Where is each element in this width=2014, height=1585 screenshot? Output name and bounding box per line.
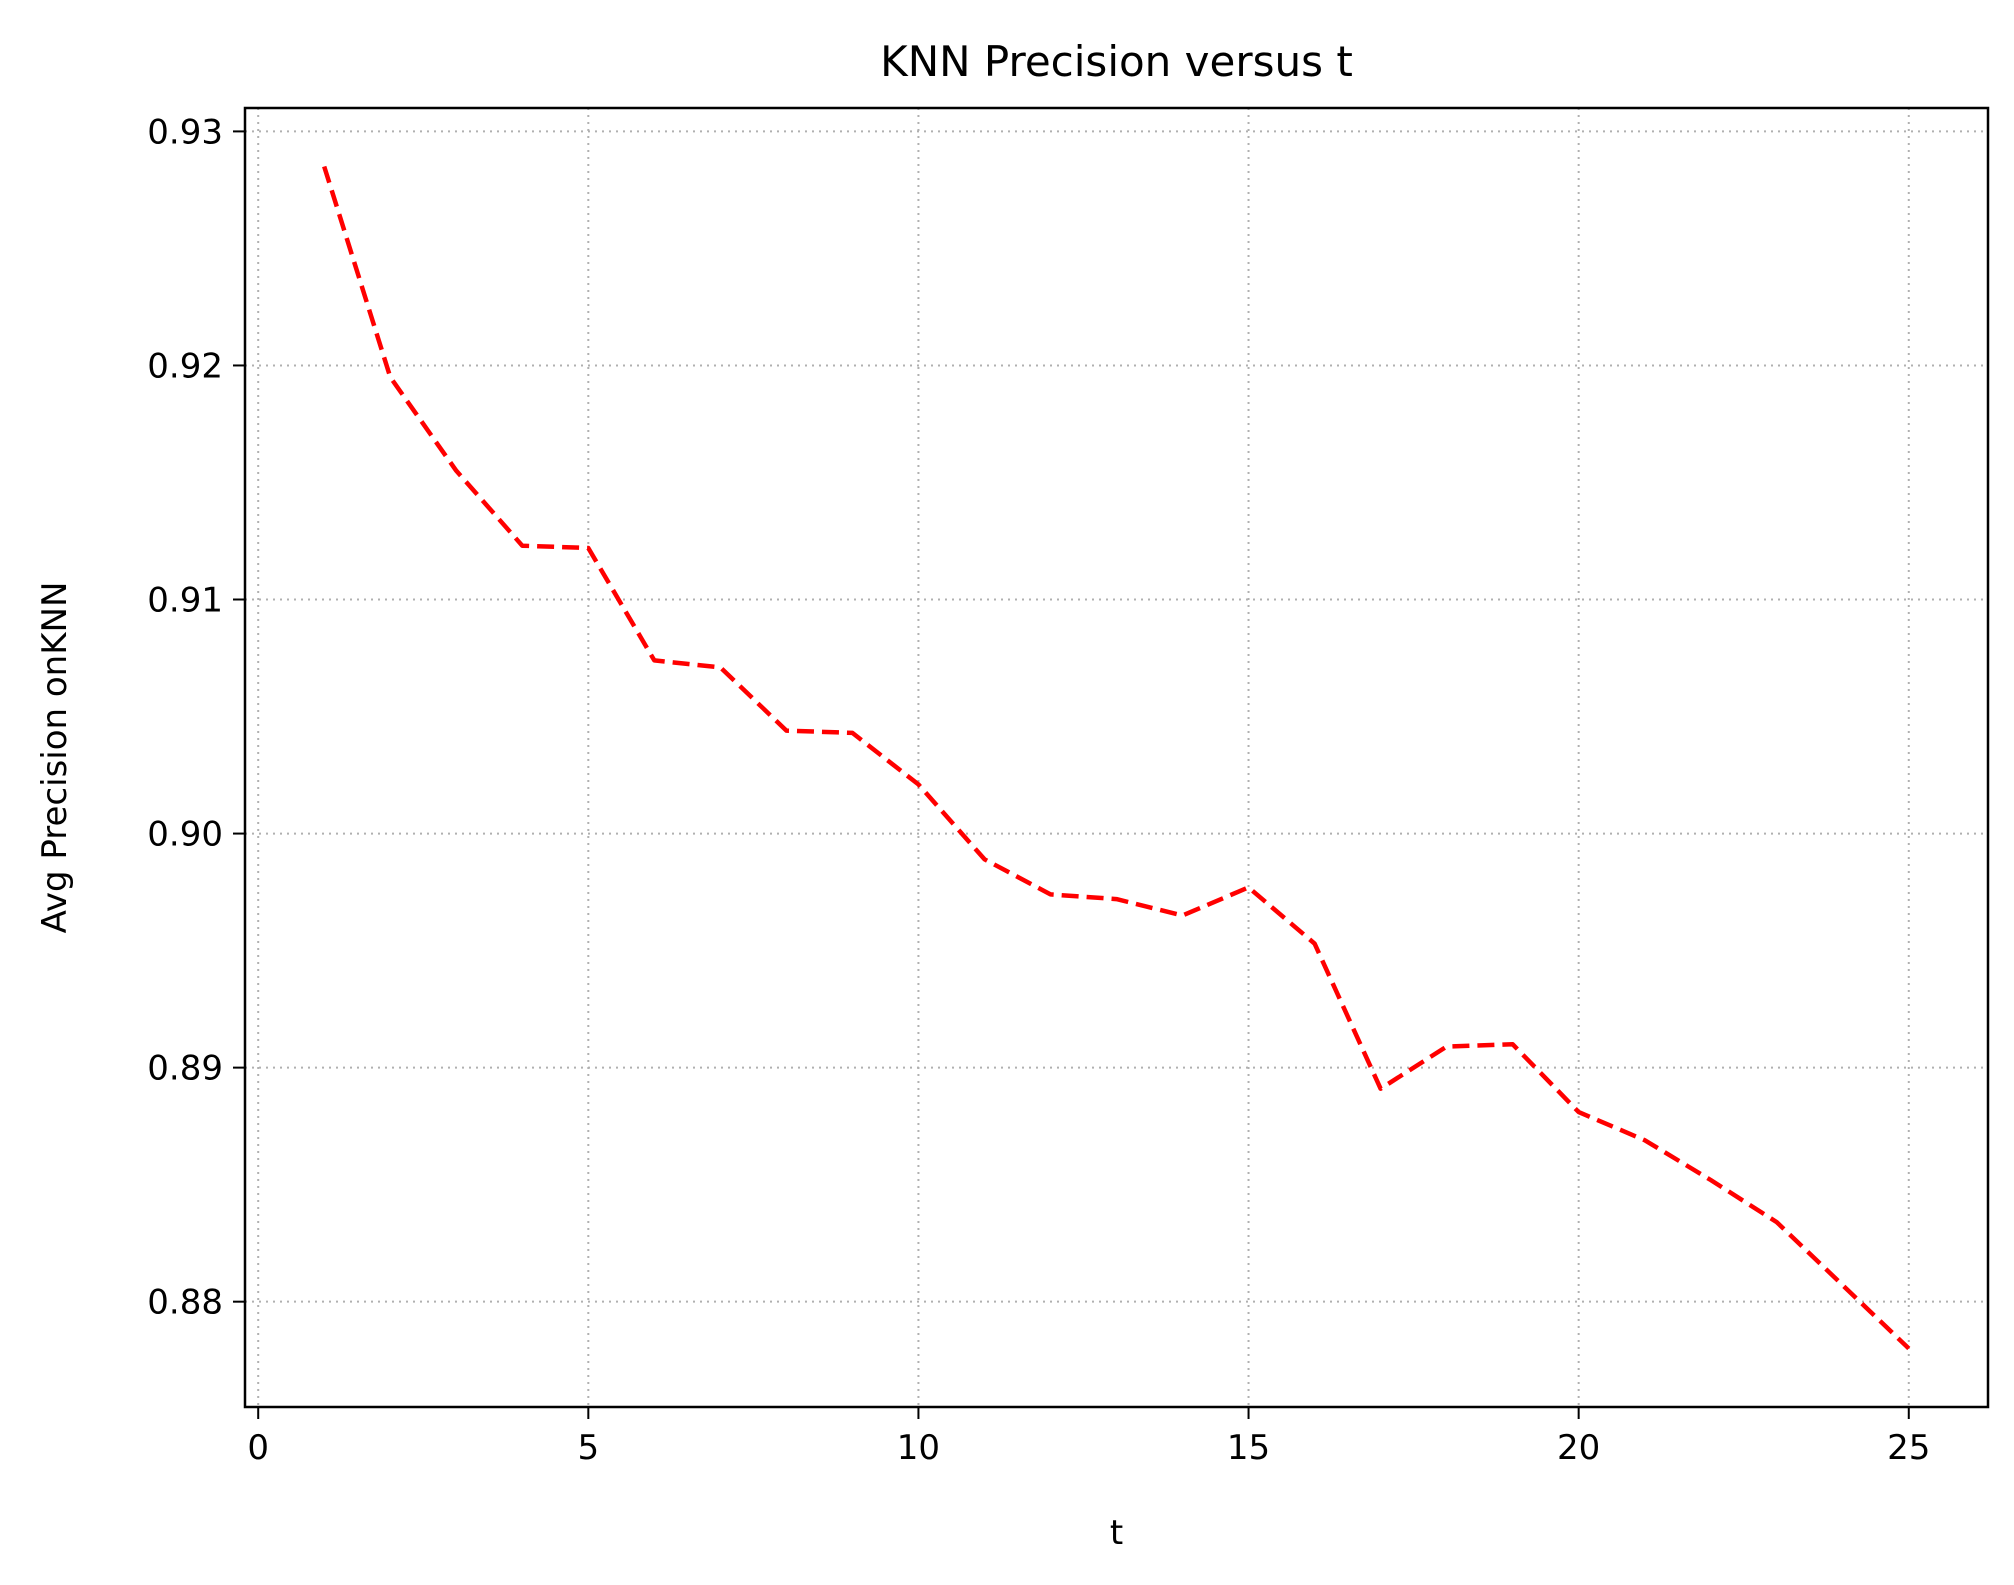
x-tick-label: 0 [247,1428,269,1468]
y-tick-label: 0.92 [147,346,223,386]
y-tick-label: 0.90 [147,815,223,855]
series-line [322,165,1911,1351]
chart-title: KNN Precision versus t [880,37,1353,86]
y-axis-label: Avg Precision onKNN [35,582,75,934]
x-tick-label: 20 [1557,1428,1600,1468]
x-tick-label: 25 [1887,1428,1930,1468]
y-tick-label: 0.89 [147,1049,223,1089]
x-tick-label: 15 [1227,1428,1270,1468]
plot-area-frame [243,106,1990,1409]
y-tick-label: 0.91 [147,581,223,621]
x-axis-ticks: 0 5 10 15 20 25 [247,1407,1930,1468]
y-tick-label: 0.88 [147,1283,223,1323]
x-tick-label: 5 [577,1428,599,1468]
x-tick-label: 10 [897,1428,940,1468]
series-layer [322,165,1911,1351]
x-axis-label: t [1110,1513,1123,1553]
y-axis-ticks: 0.88 0.89 0.90 0.91 0.92 0.93 [147,112,245,1323]
y-tick-label: 0.93 [147,112,223,152]
